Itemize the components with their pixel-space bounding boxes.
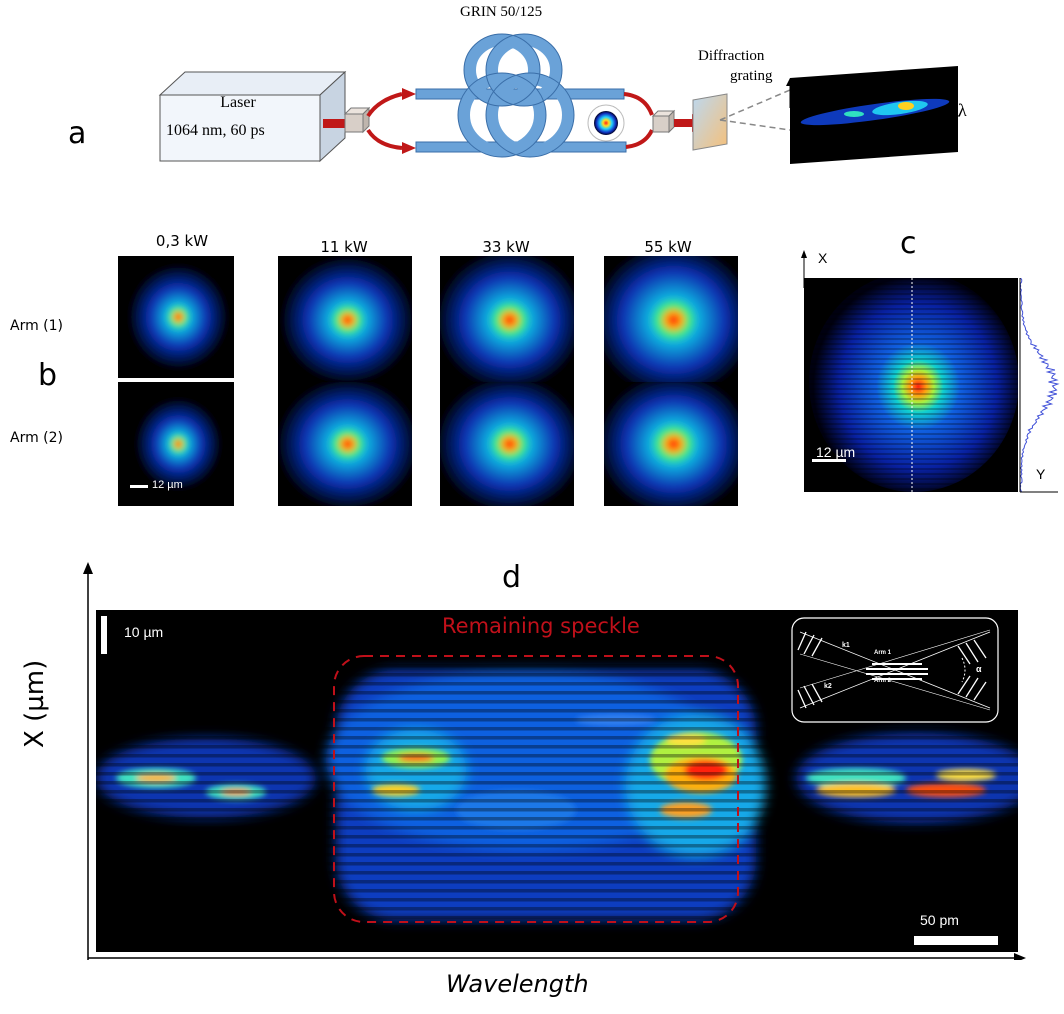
power-label: 55 kW xyxy=(618,238,718,256)
beam-splitter-left xyxy=(345,108,369,132)
spectrum-image xyxy=(96,610,1018,952)
beam-profile-image xyxy=(440,256,574,384)
diffraction-grating xyxy=(693,94,727,150)
power-label: 0,3 kW xyxy=(132,232,232,250)
power-label: 33 kW xyxy=(456,238,556,256)
power-label: 11 kW xyxy=(294,238,394,256)
scale-label: 12 µm xyxy=(152,479,183,491)
fiber-label: GRIN 50/125 xyxy=(460,4,542,21)
beam-profile-image xyxy=(118,256,234,378)
panel-letter-c: c xyxy=(900,226,917,261)
beam-profile-image xyxy=(604,256,738,384)
interference-inset xyxy=(792,618,998,722)
inset-arm1: Arm 1 xyxy=(874,650,891,656)
panel-letter-a: a xyxy=(68,116,86,151)
laser-title: Laser xyxy=(170,94,306,112)
scale-bar xyxy=(130,485,148,488)
inset-alpha: α xyxy=(976,664,982,674)
panel-letter-b: b xyxy=(38,358,57,393)
d-scale-pm-label: 50 pm xyxy=(920,912,959,928)
arm2-label: Arm (2) xyxy=(10,430,63,446)
c-axis-x-label: X xyxy=(818,250,827,266)
d-xlabel: Wavelength xyxy=(446,970,589,998)
beam-profile-image xyxy=(440,382,574,506)
inset-k1: k1 xyxy=(842,642,850,649)
d-ylabel: X (µm) xyxy=(20,648,50,748)
grating-label-line2: grating xyxy=(730,68,773,85)
laser-box xyxy=(160,72,345,161)
beam-profile-image xyxy=(278,256,412,384)
beam-profile-image xyxy=(278,382,412,506)
d-scale-x-label: 10 µm xyxy=(124,624,163,640)
inset-k2: k2 xyxy=(824,683,832,690)
output-mode-image xyxy=(594,111,618,135)
c-axis-y-label: Y xyxy=(1036,466,1045,482)
screen-axis-lambda: λ xyxy=(958,100,967,121)
inset-arm2: Arm 2 xyxy=(874,678,891,684)
arm1-label: Arm (1) xyxy=(10,318,63,334)
grating-label-line1: Diffraction xyxy=(698,48,764,65)
laser-spec: 1064 nm, 60 ps xyxy=(166,122,265,140)
speckle-annotation: Remaining speckle xyxy=(442,614,640,638)
c-axis-y-arrow xyxy=(1018,480,1064,500)
screen-axis-x: x xyxy=(800,86,808,103)
beam-splitter-right xyxy=(653,111,674,132)
c-scale-label: 12 µm xyxy=(816,444,855,460)
intensity-profile xyxy=(1018,278,1064,492)
beam-profile-image xyxy=(604,382,738,506)
